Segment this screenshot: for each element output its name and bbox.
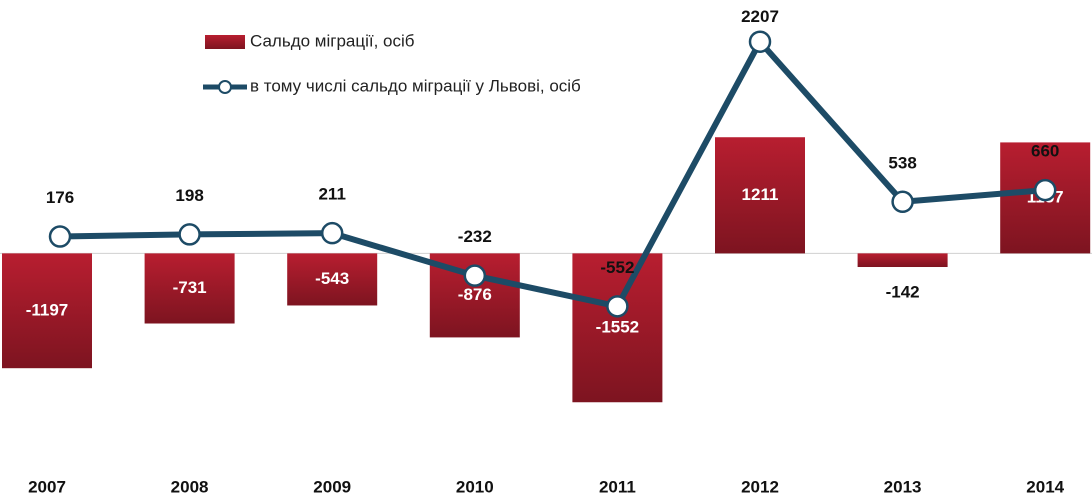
x-tick-label: 2011 — [599, 477, 636, 496]
line-value-label: 198 — [175, 186, 203, 205]
bar-value-label: -731 — [173, 278, 207, 297]
line-marker — [178, 223, 201, 246]
line-marker — [748, 30, 772, 53]
line-marker — [463, 264, 487, 287]
legend-swatch-marker — [218, 80, 232, 94]
bar-value-label: 1211 — [742, 185, 779, 204]
x-tick-label: 2009 — [313, 477, 351, 496]
line-value-label: -232 — [458, 227, 492, 246]
bar — [715, 137, 805, 254]
bar-value-label: -142 — [886, 282, 920, 301]
x-tick-label: 2008 — [171, 477, 209, 496]
line-value-label: 538 — [888, 153, 916, 172]
line-value-label: 2207 — [741, 7, 779, 26]
line-marker — [1033, 178, 1057, 202]
legend-label: в тому числі сальдо міграції у Львові, о… — [250, 76, 581, 95]
x-tick-label: 2012 — [741, 477, 779, 496]
x-tick-label: 2007 — [28, 477, 66, 496]
bar-value-label: -876 — [458, 285, 492, 304]
x-tick-label: 2014 — [1026, 477, 1064, 496]
line-value-label: 211 — [318, 185, 345, 204]
bar-value-label: -1552 — [596, 317, 639, 336]
line-marker — [606, 295, 629, 318]
line-marker — [320, 221, 344, 245]
line — [59, 38, 1046, 310]
legend-swatch — [205, 35, 245, 49]
bar — [144, 253, 235, 324]
line-value-label: 176 — [46, 188, 74, 207]
bar — [857, 253, 948, 268]
x-tick-label: 2013 — [884, 477, 922, 496]
bar — [287, 253, 378, 306]
x-tick-label: 2010 — [456, 477, 494, 496]
bar-value-label: -543 — [315, 269, 349, 288]
bar — [572, 253, 663, 403]
line-marker — [48, 225, 72, 248]
bar — [2, 253, 92, 369]
legend-label: Сальдо міграції, осіб — [250, 31, 415, 50]
line-marker — [891, 190, 914, 214]
line-value-label: -552 — [600, 258, 634, 277]
line-value-label: 660 — [1031, 142, 1059, 161]
bar-value-label: -1197 — [26, 300, 69, 319]
